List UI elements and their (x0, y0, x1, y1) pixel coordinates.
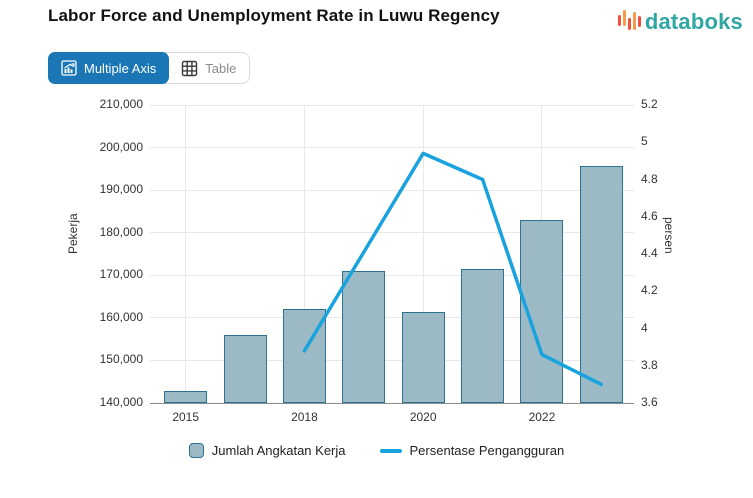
multiple-axis-button[interactable]: Multiple Axis (48, 52, 170, 84)
table-grid-icon (181, 60, 198, 77)
table-button-label: Table (205, 60, 237, 76)
legend-item-bar[interactable]: Jumlah Angkatan Kerja (188, 443, 346, 458)
view-toggle-group: Multiple Axis Table (48, 52, 251, 84)
x-axis-tick-label: 2020 (409, 410, 437, 424)
right-axis-tick-label: 4.6 (641, 208, 658, 223)
left-axis-tick-label: 150,000 (99, 352, 143, 367)
multiple-axis-chart-icon (61, 60, 77, 76)
horizontal-gridline (150, 104, 634, 106)
horizontal-gridline (150, 189, 634, 191)
legend-bar-label: Jumlah Angkatan Kerja (211, 443, 346, 458)
right-axis-tick-label: 3.8 (641, 357, 658, 372)
x-axis-line (150, 402, 634, 404)
table-button[interactable]: Table (168, 53, 249, 83)
right-axis-tick-label: 4.4 (641, 246, 658, 260)
right-axis-title: persen (662, 217, 676, 254)
x-axis-tick-label: 2015 (172, 410, 200, 424)
left-axis-tick-label: 190,000 (99, 182, 143, 197)
left-axis-tick-label: 210,000 (99, 97, 143, 111)
databoks-logo-icon (617, 9, 641, 35)
right-axis-tick-label: 4 (641, 320, 648, 335)
chart-legend: Jumlah Angkatan Kerja Persentase Pengang… (0, 443, 753, 458)
legend-item-line[interactable]: Persentase Pengangguran (379, 443, 565, 458)
horizontal-gridline (150, 147, 634, 149)
dual-axis-chart: Pekerja persen 210,000 200,000 190,000 180,… (0, 92, 753, 432)
right-axis-tick-label: 5.2 (641, 97, 658, 111)
left-axis-tick-label: 200,000 (99, 139, 143, 154)
bar-2021[interactable] (461, 268, 505, 403)
bar-2019[interactable] (342, 271, 386, 403)
bar-2023[interactable] (579, 166, 623, 403)
line-swatch-icon (379, 448, 402, 453)
x-axis-tick-label: 2018 (291, 410, 318, 424)
right-axis-tick-label: 4.2 (641, 283, 658, 298)
vertical-gridline (185, 105, 187, 403)
bar-2022[interactable] (520, 219, 564, 403)
right-axis-tick-label: 5 (641, 134, 648, 149)
right-axis-tick-label: 4.8 (641, 171, 658, 186)
databoks-brand-text: databoks (644, 9, 743, 34)
bar-swatch-icon (188, 443, 204, 458)
x-axis-tick-label: 2022 (528, 410, 556, 424)
multiple-axis-button-label: Multiple Axis (84, 60, 157, 76)
databoks-logo[interactable]: databoks (617, 9, 743, 35)
left-axis-tick-label: 180,000 (99, 224, 143, 239)
bar-2020[interactable] (401, 312, 445, 403)
bar-2015[interactable] (164, 391, 208, 403)
left-axis-tick-label: 160,000 (99, 309, 143, 324)
page-title: Labor Force and Unemployment Rate in Luw… (48, 6, 500, 25)
legend-line-label: Persentase Pengangguran (409, 443, 565, 458)
bar-2017[interactable] (223, 334, 267, 403)
right-axis-tick-label: 3.6 (641, 395, 658, 409)
left-axis-tick-label: 170,000 (99, 267, 143, 282)
bar-2018[interactable] (282, 309, 326, 403)
left-axis-tick-label: 140,000 (99, 395, 143, 409)
